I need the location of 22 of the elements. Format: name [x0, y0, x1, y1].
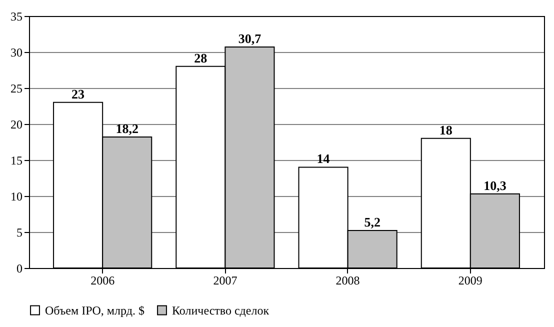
data-label: 30,7: [238, 30, 262, 46]
data-label: 28: [194, 50, 208, 66]
legend-label: Объем IPO, млрд. $: [45, 303, 144, 318]
y-tick-label: 15: [10, 154, 22, 168]
x-tick-label: 2006: [90, 274, 115, 288]
data-label: 23: [72, 86, 86, 102]
data-label: 10,3: [484, 178, 507, 193]
y-tick-label: 35: [10, 10, 22, 24]
y-tick-label: 0: [16, 262, 22, 276]
y-tick-label: 25: [10, 82, 22, 96]
data-label: 14: [316, 151, 330, 166]
legend-label: Количество сделок: [172, 303, 270, 318]
y-tick-label: 5: [16, 226, 22, 240]
y-tick-label: 20: [10, 118, 22, 132]
x-tick-label: 2009: [458, 274, 482, 288]
data-label: 18: [439, 122, 453, 138]
y-tick-label: 10: [10, 190, 22, 204]
x-tick-label: 2007: [213, 274, 238, 288]
data-label: 18,2: [116, 120, 138, 136]
y-tick-label: 30: [10, 46, 22, 60]
x-tick-label: 2008: [336, 274, 360, 288]
data-label: 5,2: [364, 214, 380, 230]
